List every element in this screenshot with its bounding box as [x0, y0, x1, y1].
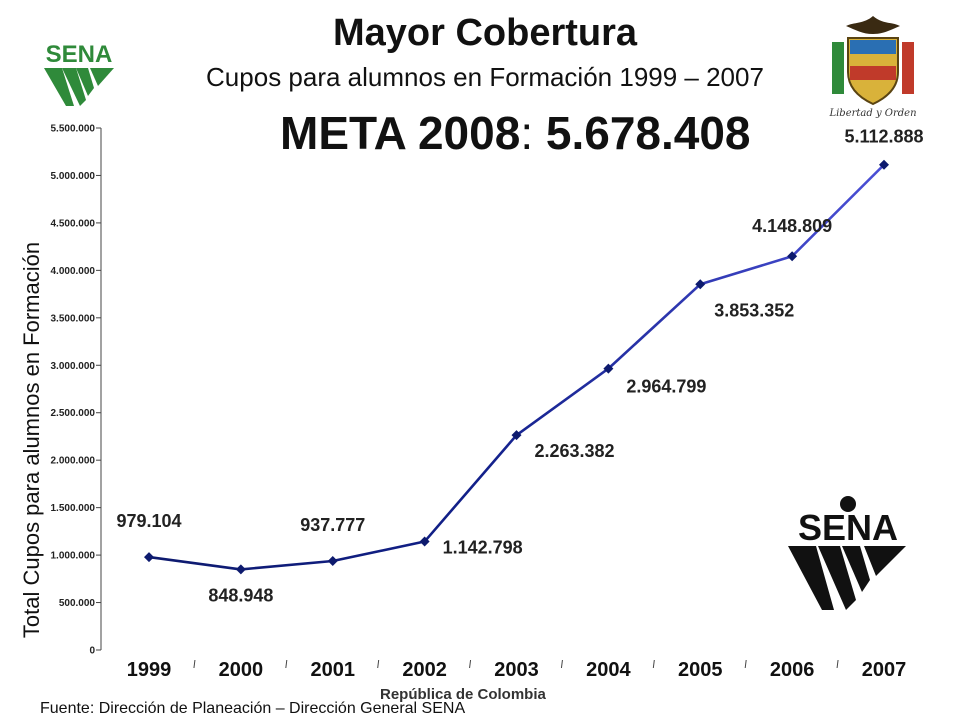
data-label: 1.142.798 — [443, 538, 523, 558]
data-point — [144, 552, 154, 563]
x-tick-mark — [193, 659, 196, 669]
data-point — [327, 555, 338, 566]
data-label: 4.148.809 — [752, 216, 832, 236]
data-label: 979.104 — [116, 511, 181, 531]
data-label: 2.263.382 — [534, 441, 614, 461]
data-point — [879, 159, 889, 170]
meta-label: META 2008 — [280, 107, 521, 159]
sena-logo-text: SENA — [46, 41, 113, 68]
sena-logo-bottom: SENA — [788, 496, 906, 610]
x-tick-mark — [744, 659, 747, 669]
meta-value: 5.678.408 — [545, 107, 751, 159]
y-tick-label: 4.500.000 — [51, 218, 96, 229]
data-point — [511, 430, 522, 441]
page-title: Mayor Cobertura — [332, 12, 638, 54]
y-tick-label: 1.000.000 — [51, 551, 96, 562]
x-tick-label: 1999 — [127, 659, 172, 681]
coat-motto: Libertad y Orden — [828, 108, 916, 119]
x-tick-mark — [377, 659, 380, 669]
sena-logo-text-bottom: SENA — [798, 507, 898, 548]
x-tick-label: 2006 — [770, 659, 815, 681]
x-tick-mark — [560, 659, 563, 669]
y-tick-label: 4.000.000 — [51, 266, 96, 277]
y-tick-label: 0 — [89, 646, 95, 657]
x-tick-mark — [469, 659, 472, 669]
data-label: 2.964.799 — [626, 377, 706, 397]
x-tick-mark — [836, 659, 839, 669]
x-tick-label: 2001 — [311, 659, 356, 681]
data-label: 3.853.352 — [714, 300, 794, 320]
data-point — [235, 564, 246, 575]
y-tick-label: 500.000 — [59, 598, 96, 609]
sena-logo-top: SENA — [44, 41, 114, 106]
data-label: 848.948 — [208, 585, 273, 605]
y-tick-label: 3.500.000 — [51, 313, 96, 324]
y-tick-label: 1.500.000 — [51, 503, 96, 514]
coat-of-arms-logo: Libertad y Orden — [828, 16, 917, 119]
x-tick-label: 2005 — [678, 659, 723, 681]
x-tick-label: 2007 — [862, 659, 907, 681]
page-subtitle: Cupos para alumnos en Formación 1999 – 2… — [206, 62, 764, 92]
y-tick-label: 5.000.000 — [51, 171, 96, 182]
x-tick-mark — [285, 659, 288, 669]
data-label: 5.112.888 — [844, 127, 923, 147]
meta-separator: : — [520, 107, 534, 159]
x-tick-label: 2004 — [586, 659, 631, 681]
data-point — [603, 363, 614, 374]
watermark-text: República de Colombia — [380, 686, 546, 703]
y-tick-label: 2.500.000 — [51, 408, 96, 419]
x-tick-label: 2003 — [494, 659, 539, 681]
meta-2008: META 2008: 5.678.408 — [280, 106, 751, 160]
x-tick-label: 2000 — [219, 659, 264, 681]
data-point — [787, 251, 798, 262]
y-tick-label: 3.000.000 — [51, 361, 96, 372]
data-label: 937.777 — [300, 515, 365, 535]
x-tick-label: 2002 — [402, 659, 447, 681]
y-tick-label: 5.500.000 — [51, 124, 96, 135]
data-point — [419, 536, 430, 547]
x-tick-mark — [652, 659, 655, 669]
y-tick-label: 2.000.000 — [51, 456, 96, 467]
source-footer: Fuente: Dirección de Planeación – Direcc… — [40, 700, 466, 717]
data-point — [695, 279, 706, 290]
